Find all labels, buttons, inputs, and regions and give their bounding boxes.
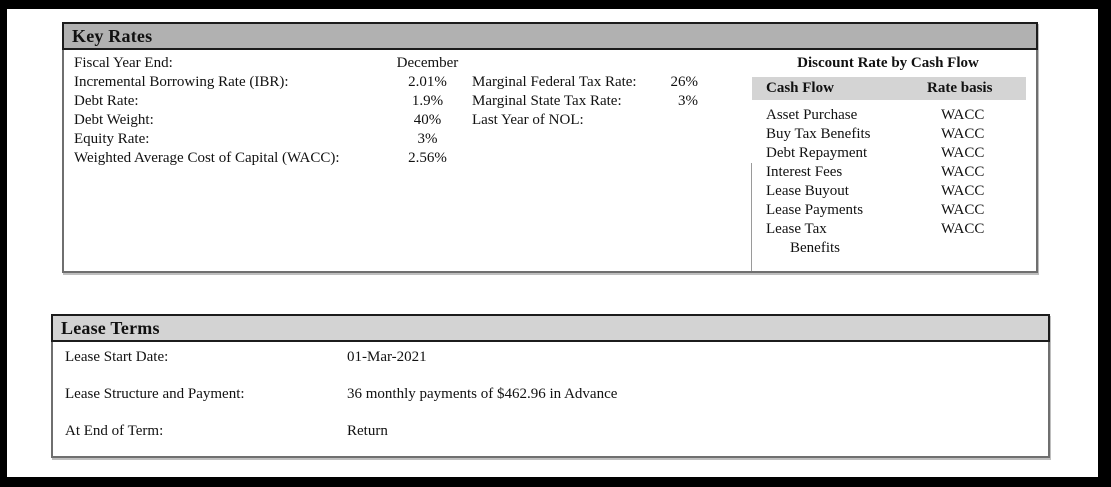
tax-rate-row: Marginal Federal Tax Rate: 26% bbox=[472, 73, 712, 92]
rate-basis-cell: WACC bbox=[941, 164, 985, 180]
cash-flow-cell: Lease Buyout bbox=[766, 183, 849, 199]
key-rate-value: 3% bbox=[417, 131, 438, 147]
lease-term-value: 36 monthly payments of $462.96 in Advanc… bbox=[347, 386, 618, 402]
tax-rate-label: Marginal State Tax Rate: bbox=[472, 93, 622, 109]
cash-flow-cell: Interest Fees bbox=[766, 164, 843, 180]
rate-basis-column-header: Rate basis bbox=[927, 80, 993, 96]
lease-terms-panel: Lease Terms Lease Start Date: 01-Mar-202… bbox=[51, 314, 1050, 458]
lease-term-row: Lease Start Date: 01-Mar-2021 bbox=[65, 348, 1025, 367]
key-rate-label: Incremental Borrowing Rate (IBR): bbox=[74, 74, 289, 90]
tax-rate-value: 3% bbox=[678, 93, 698, 109]
table-divider-line bbox=[751, 163, 752, 271]
discount-table-row: Debt Repayment WACC bbox=[752, 144, 1026, 163]
key-rate-value: December bbox=[396, 55, 459, 71]
rate-basis-cell: WACC bbox=[941, 126, 985, 142]
key-rate-value: 2.56% bbox=[408, 150, 447, 166]
lease-term-label: At End of Term: bbox=[65, 423, 164, 439]
rate-basis-cell: WACC bbox=[941, 221, 985, 237]
rate-basis-cell: WACC bbox=[941, 202, 985, 218]
lease-term-value: 01-Mar-2021 bbox=[347, 349, 427, 365]
tax-rate-row: Marginal State Tax Rate: 3% bbox=[472, 92, 712, 111]
key-rate-label: Debt Weight: bbox=[74, 112, 154, 128]
discount-table-row: Buy Tax Benefits WACC bbox=[752, 125, 1026, 144]
rate-basis-cell: WACC bbox=[941, 107, 985, 123]
discount-table-body: Asset Purchase WACC Buy Tax Benefits WAC… bbox=[752, 106, 1026, 258]
key-rate-label: Debt Rate: bbox=[74, 93, 139, 109]
key-rate-value: 2.01% bbox=[408, 74, 447, 90]
key-rates-title: Key Rates bbox=[72, 25, 153, 46]
tax-rate-row: Last Year of NOL: bbox=[472, 111, 712, 130]
tax-rate-label: Last Year of NOL: bbox=[472, 112, 584, 128]
tax-rate-value: 26% bbox=[670, 74, 699, 90]
key-rates-header: Key Rates bbox=[62, 22, 1038, 50]
key-rate-label: Fiscal Year End: bbox=[74, 55, 173, 71]
cash-flow-cell: Lease Tax Benefits bbox=[766, 221, 840, 256]
key-rate-label: Weighted Average Cost of Capital (WACC): bbox=[74, 150, 340, 166]
discount-table-row: Lease Tax Benefits WACC bbox=[752, 220, 1026, 258]
discount-table-header: Cash Flow Rate basis bbox=[752, 77, 1026, 100]
lease-term-value: Return bbox=[347, 423, 388, 439]
key-rate-row: Equity Rate: 3% bbox=[74, 130, 574, 149]
cash-flow-column-header: Cash Flow bbox=[766, 80, 834, 96]
discount-table-row: Asset Purchase WACC bbox=[752, 106, 1026, 125]
lease-term-row: At End of Term: Return bbox=[65, 422, 1025, 441]
key-rate-row: Weighted Average Cost of Capital (WACC):… bbox=[74, 149, 574, 168]
key-rate-row: Debt Weight: 40% bbox=[74, 111, 574, 130]
cash-flow-cell: Lease Payments bbox=[766, 202, 864, 218]
key-rate-row: Fiscal Year End: December bbox=[74, 54, 574, 73]
key-rate-value: 1.9% bbox=[411, 93, 444, 109]
rate-basis-cell: WACC bbox=[941, 183, 985, 199]
lease-term-label: Lease Start Date: bbox=[65, 349, 169, 365]
cash-flow-cell: Debt Repayment bbox=[766, 145, 868, 161]
discount-table-title: Discount Rate by Cash Flow bbox=[797, 55, 979, 71]
rate-basis-cell: WACC bbox=[941, 145, 985, 161]
discount-table-row: Lease Buyout WACC bbox=[752, 182, 1026, 201]
lease-term-row: Lease Structure and Payment: 36 monthly … bbox=[65, 385, 1025, 404]
lease-terms-title: Lease Terms bbox=[61, 317, 160, 338]
key-rates-panel: Key Rates Fiscal Year End: December Incr… bbox=[62, 22, 1038, 273]
discount-table-row: Lease Payments WACC bbox=[752, 201, 1026, 220]
key-rate-label: Equity Rate: bbox=[74, 131, 150, 147]
key-rate-row: Debt Rate: 1.9% bbox=[74, 92, 574, 111]
lease-term-label: Lease Structure and Payment: bbox=[65, 386, 245, 402]
key-rate-row: Incremental Borrowing Rate (IBR): 2.01% bbox=[74, 73, 574, 92]
cash-flow-cell: Asset Purchase bbox=[766, 107, 858, 123]
lease-terms-header: Lease Terms bbox=[51, 314, 1050, 342]
tax-rate-label: Marginal Federal Tax Rate: bbox=[472, 74, 637, 90]
discount-table-row: Interest Fees WACC bbox=[752, 163, 1026, 182]
key-rate-value: 40% bbox=[413, 112, 442, 128]
cash-flow-cell: Buy Tax Benefits bbox=[766, 126, 871, 142]
